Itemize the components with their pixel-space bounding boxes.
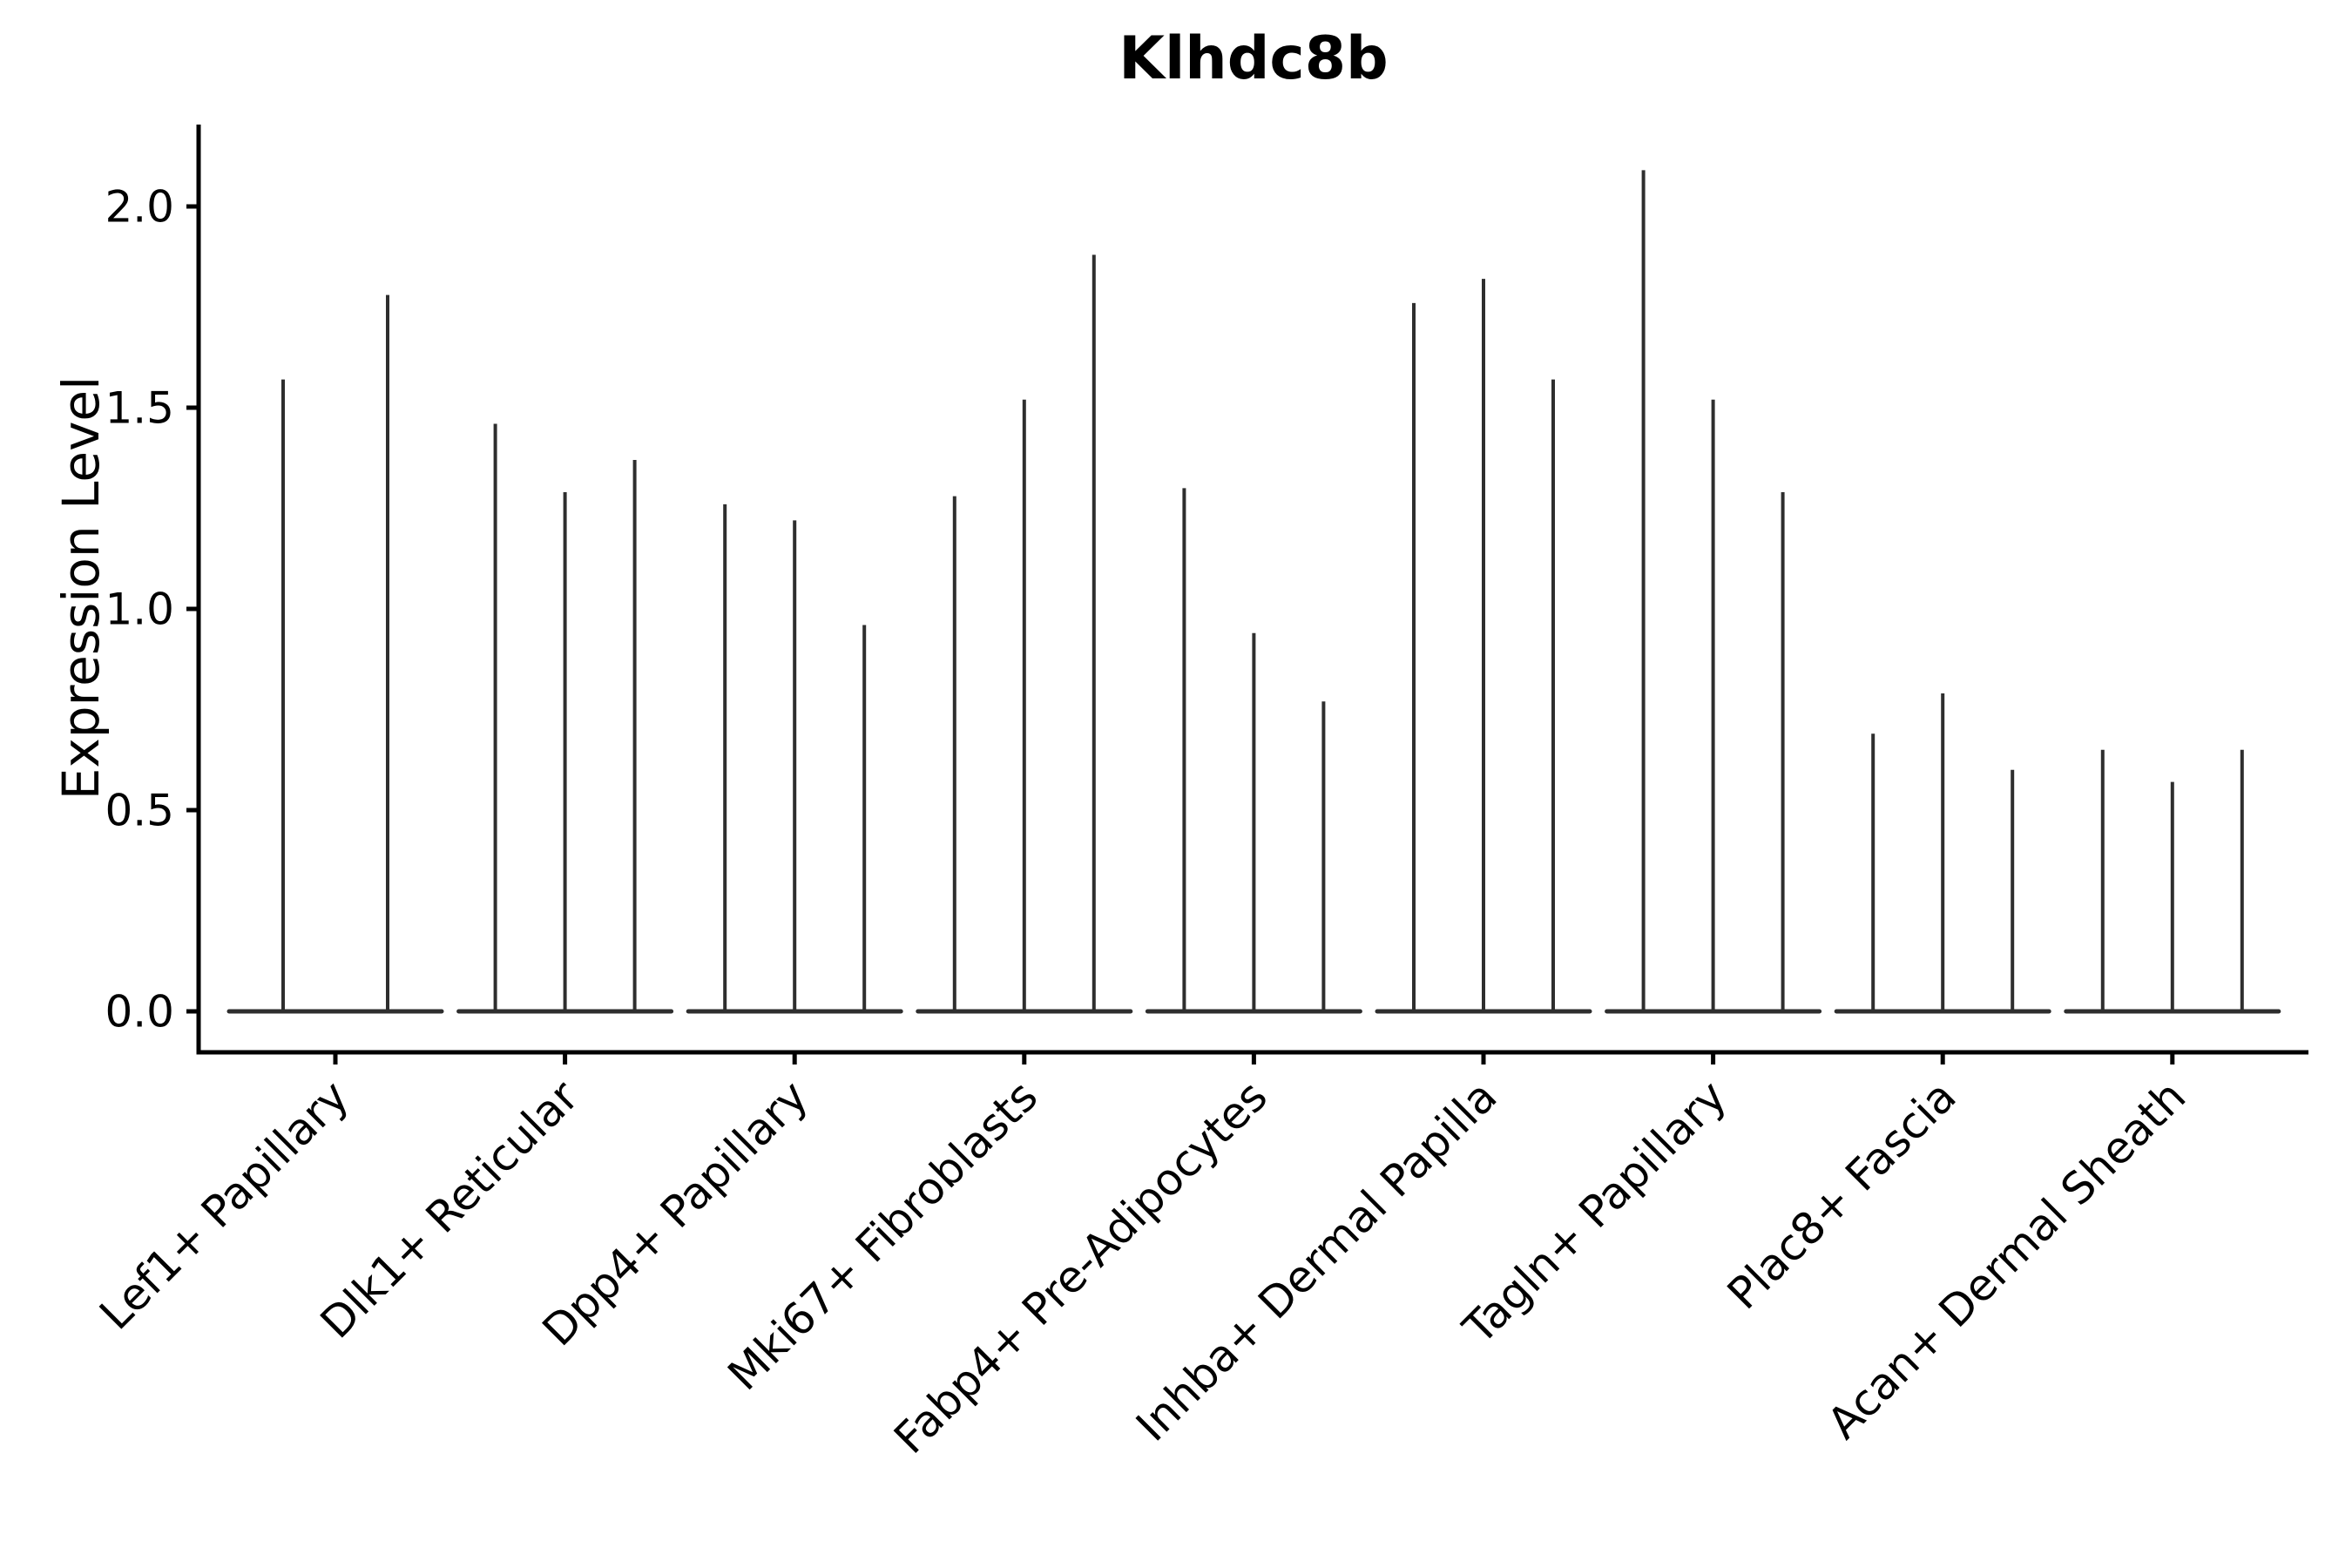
x-tick-label: Lef1+ Papillary [90, 1071, 358, 1339]
y-tick-label: 0.0 [105, 987, 174, 1037]
y-tick-label: 1.5 [105, 383, 174, 434]
y-tick-label: 2.0 [105, 182, 174, 233]
chart-title: Klhdc8b [1119, 24, 1389, 93]
y-tick-label: 0.5 [105, 786, 174, 836]
x-tick-label: Plac8+ Fascia [1718, 1071, 1966, 1319]
x-tick-label: Fabp4+ Pre-Adipocytes [884, 1071, 1277, 1463]
y-tick-label: 1.0 [105, 585, 174, 635]
